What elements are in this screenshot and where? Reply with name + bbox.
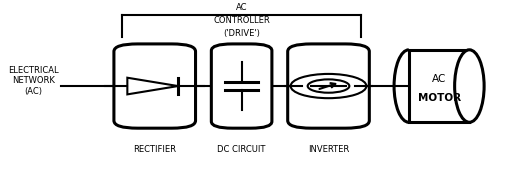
Polygon shape: [127, 78, 178, 94]
Circle shape: [308, 79, 350, 93]
Text: MOTOR: MOTOR: [418, 93, 460, 103]
FancyBboxPatch shape: [114, 44, 195, 128]
Circle shape: [290, 74, 366, 98]
FancyBboxPatch shape: [288, 44, 369, 128]
Text: DC CIRCUIT: DC CIRCUIT: [218, 145, 266, 154]
Ellipse shape: [455, 50, 484, 122]
Text: RECTIFIER: RECTIFIER: [133, 145, 176, 154]
Text: AC: AC: [236, 3, 248, 12]
Text: AC: AC: [432, 74, 446, 84]
Text: CONTROLLER: CONTROLLER: [213, 16, 270, 25]
Text: ('DRIVE'): ('DRIVE'): [223, 29, 260, 38]
Polygon shape: [409, 50, 469, 122]
FancyBboxPatch shape: [211, 44, 272, 128]
Text: INVERTER: INVERTER: [308, 145, 349, 154]
Text: ELECTRICAL
NETWORK
(AC): ELECTRICAL NETWORK (AC): [8, 66, 59, 96]
